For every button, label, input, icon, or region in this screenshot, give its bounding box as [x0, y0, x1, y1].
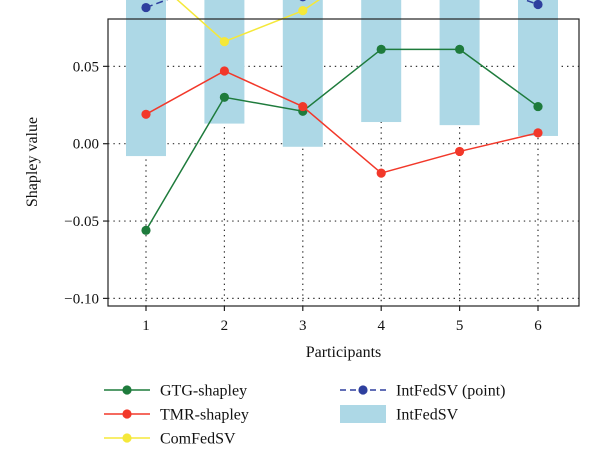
x-tick-label-2: 3: [299, 318, 307, 334]
series-0-point-6: [533, 101, 543, 112]
series-2-point-3: [298, 6, 308, 16]
series-1-point-6: [533, 128, 543, 138]
legend-swatch-3: [340, 405, 386, 423]
legend-label-2: TMR-shapley: [160, 407, 249, 424]
series-1-point-1: [141, 109, 151, 119]
series-1-point-3: [298, 101, 308, 112]
interval-bar-3: [282, 0, 323, 147]
y-axis-title: Shapley value: [24, 117, 41, 207]
series-0-point-2: [219, 92, 229, 102]
legend-label-3: IntFedSV: [396, 407, 459, 424]
legend-label-0: GTG-shapley: [160, 383, 247, 400]
x-tick-label-5: 6: [534, 318, 542, 334]
series-2-point-2: [219, 36, 229, 47]
legend: GTG-shapley IntFedSV (point) TMR-shapley In…: [104, 383, 505, 448]
legend-label-1: IntFedSV (point): [396, 383, 505, 400]
interval-bars: [126, 0, 558, 157]
x-tick-label-0: 1: [142, 318, 150, 334]
series-0-point-1: [141, 225, 151, 235]
interval-bar-2: [204, 0, 245, 124]
x-tick-label-4: 5: [456, 318, 464, 334]
series-3-point-1: [141, 2, 151, 13]
series-line-1: [145, 70, 539, 174]
plot-frame: [107, 18, 580, 307]
legend-marker-1: [358, 385, 368, 395]
legend-label-4: ComFedSV: [160, 431, 236, 448]
legend-marker-4: [122, 433, 132, 443]
series-1-point-4: [376, 168, 386, 178]
y-tick-label-2: 0.00: [73, 137, 99, 153]
series-3-point-6: [533, 0, 543, 10]
series-1-point-2: [219, 66, 229, 76]
x-tick-label-3: 4: [377, 318, 385, 334]
series-3-point-3: [299, 0, 307, 2]
interval-bar-6: [518, 0, 558, 136]
series-line-0: [145, 48, 539, 231]
legend-marker-2: [122, 409, 132, 419]
legend-marker-0: [122, 385, 132, 395]
series-1-point-5: [455, 146, 465, 157]
series-0-point-4: [376, 44, 386, 54]
series-line-2: [176, 0, 321, 43]
axis-ticks: −0.10−0.050.000.050.100.150.200.25123456: [64, 59, 542, 334]
x-tick-label-1: 2: [221, 318, 229, 334]
y-tick-label-3: 0.05: [73, 59, 99, 75]
interval-bar-4: [361, 0, 402, 123]
series-lines: [141, 0, 543, 235]
interval-bar-1: [126, 0, 166, 157]
y-tick-label-0: −0.10: [64, 291, 99, 307]
interval-bar-5: [439, 0, 480, 126]
x-axis-title: Participants: [306, 344, 382, 361]
series-0-point-5: [455, 44, 465, 54]
y-tick-label-1: −0.05: [64, 214, 99, 230]
